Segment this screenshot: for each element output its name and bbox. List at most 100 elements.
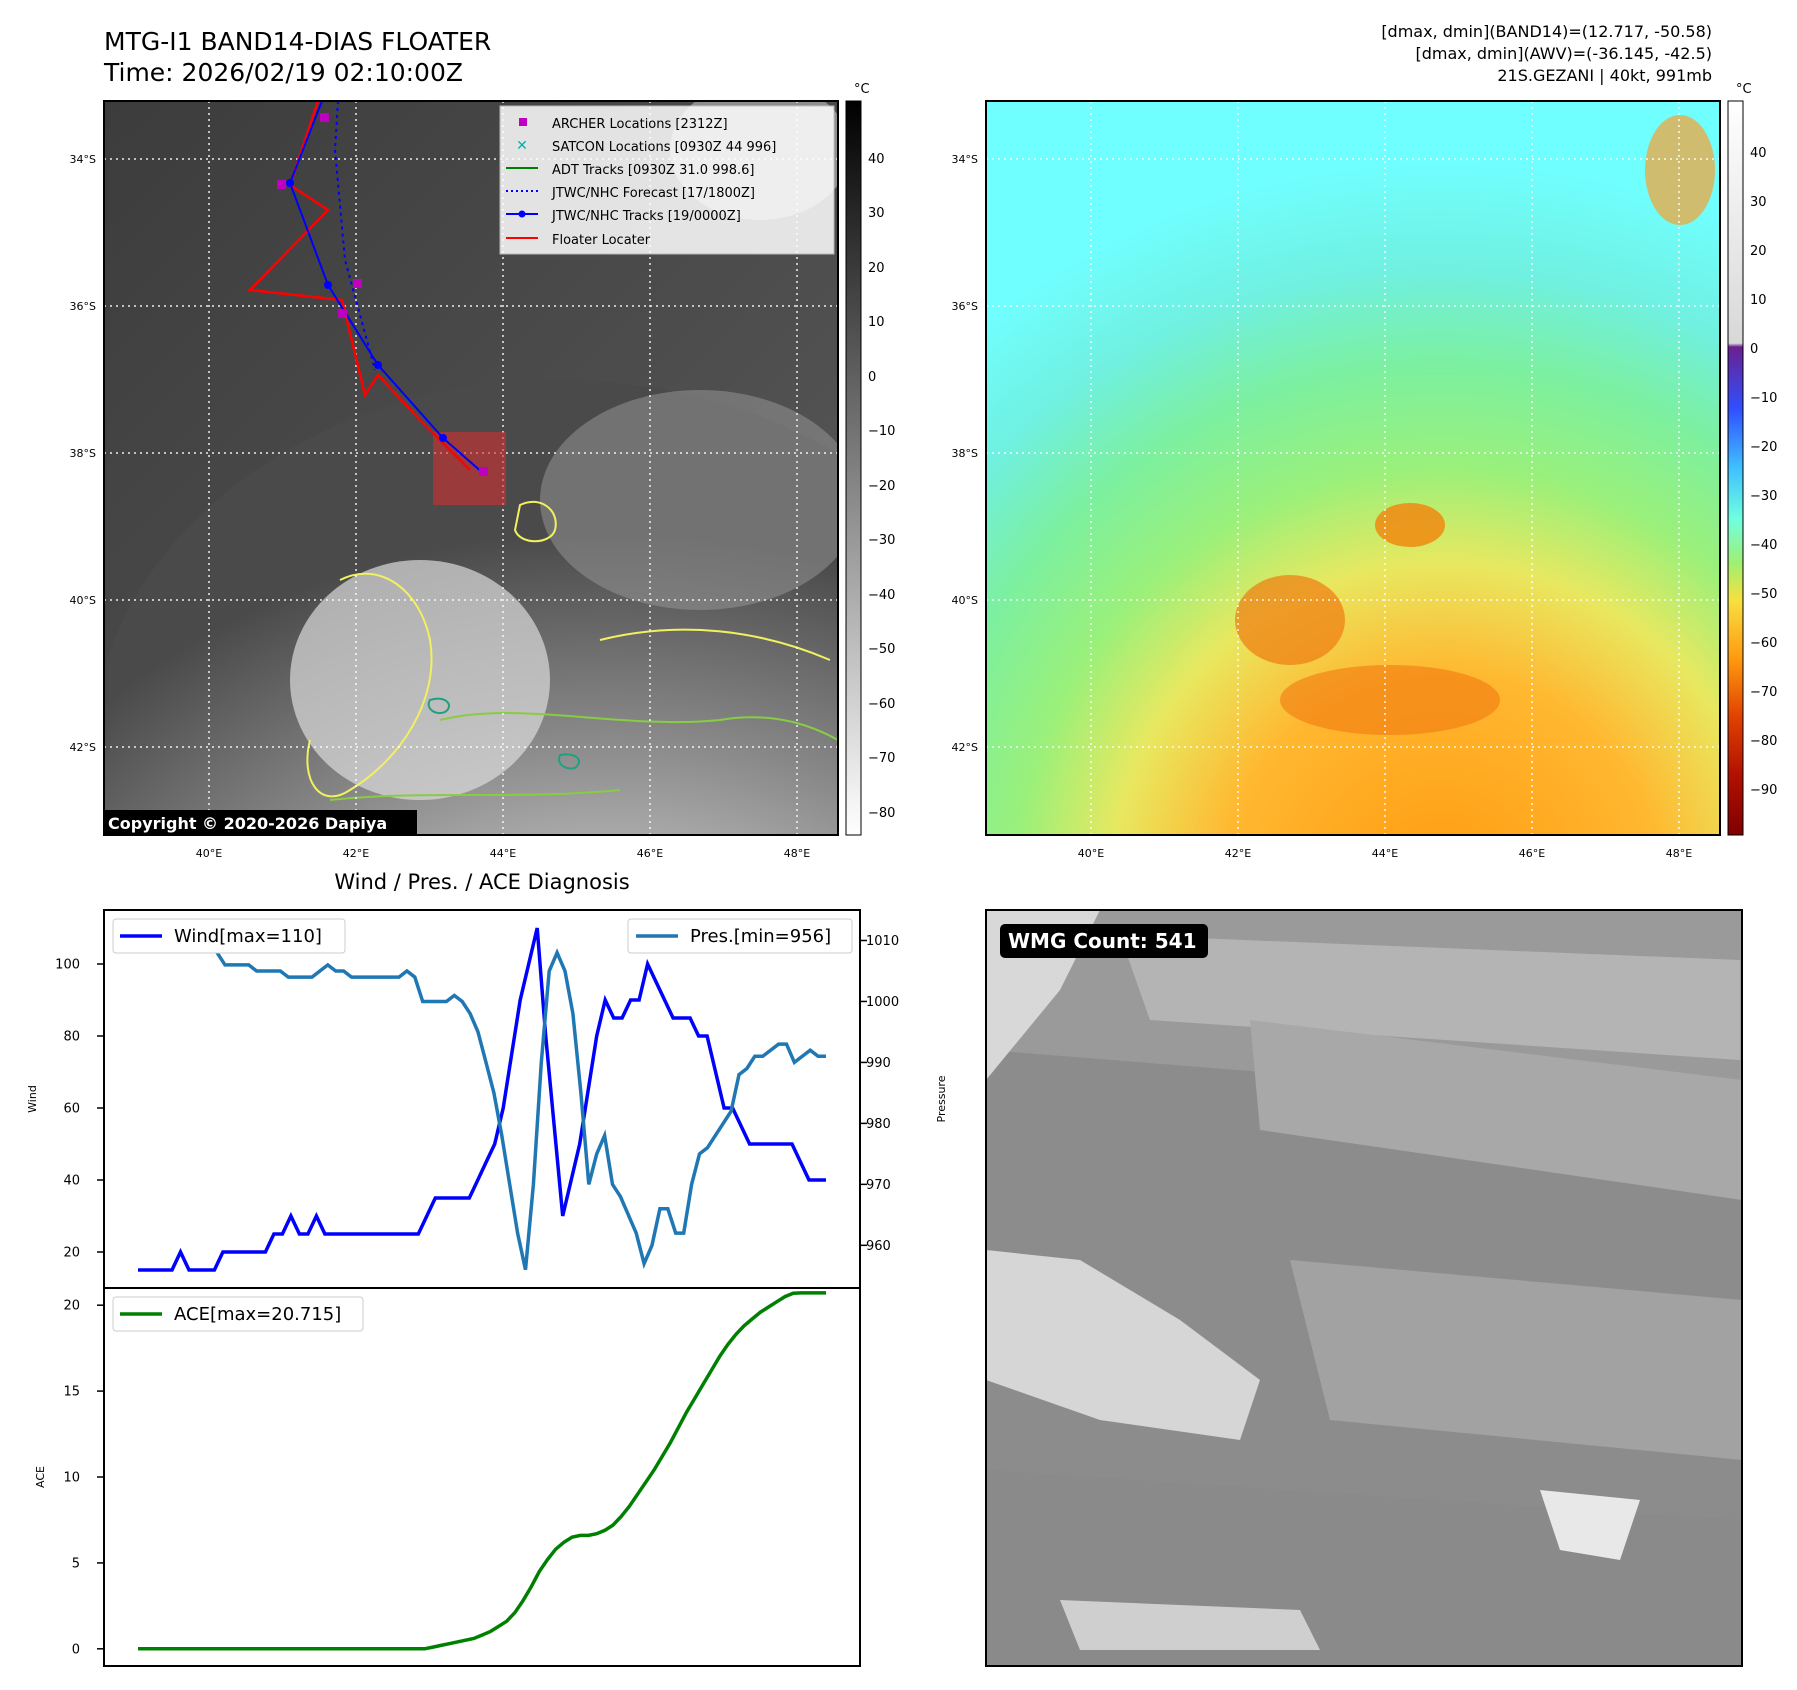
ir-panel: ✕ ARCHER Locations [2312Z] SATCON Locati… <box>70 82 896 860</box>
pres-legend: Pres.[min=956] <box>627 918 853 954</box>
legend-jtwc-tracks: JTWC/NHC Tracks [19/0000Z] <box>551 209 741 224</box>
wmg-count: WMG Count: 541 <box>1008 929 1197 953</box>
awv-lon-label: 44°E <box>1372 847 1398 860</box>
svg-text:−40: −40 <box>1750 538 1777 553</box>
wind-legend: Wind[max=110] <box>112 918 346 954</box>
svg-text:−50: −50 <box>1750 587 1777 602</box>
svg-text:−30: −30 <box>868 533 895 548</box>
ir-copyright: Copyright © 2020-2026 Dapiya <box>108 814 387 833</box>
ir-lon-label: 40°E <box>196 847 222 860</box>
wind-tick-label: 60 <box>63 1102 80 1117</box>
diagnosis-panel: Wind / Pres. / ACE Diagnosis Wind Pressu… <box>26 870 948 1667</box>
svg-text:20: 20 <box>868 261 885 276</box>
svg-text:40: 40 <box>868 152 885 167</box>
svg-text:10: 10 <box>868 315 885 330</box>
ir-lat-label: 36°S <box>70 300 96 313</box>
ir-lat-label: 38°S <box>70 447 96 460</box>
awv-lat-label: 36°S <box>952 300 978 313</box>
ace-series-line <box>138 1291 826 1651</box>
storm-info: 21S.GEZANI | 40kt, 991mb <box>1497 66 1712 85</box>
svg-text:ACE[max=20.715]: ACE[max=20.715] <box>174 1304 341 1325</box>
svg-text:−40: −40 <box>868 588 895 603</box>
ir-lon-label: 44°E <box>490 847 516 860</box>
svg-text:−60: −60 <box>1750 636 1777 651</box>
svg-text:−60: −60 <box>868 697 895 712</box>
ir-colorbar <box>845 100 862 836</box>
ir-legend: ✕ ARCHER Locations [2312Z] SATCON Locati… <box>499 105 835 255</box>
svg-text:0: 0 <box>868 370 876 385</box>
wind-ylabel: Wind <box>26 1085 39 1113</box>
svg-text:10: 10 <box>1750 293 1767 308</box>
ir-colorbar-unit: °C <box>854 82 870 97</box>
ace-ylabel: ACE <box>34 1466 47 1488</box>
svg-text:0: 0 <box>1750 342 1758 357</box>
floater-track <box>247 101 471 471</box>
ace-tick-label: 0 <box>72 1642 80 1657</box>
awv-colorbar-unit: °C <box>1736 82 1752 97</box>
ir-lon-label: 48°E <box>784 847 810 860</box>
wmg-panel: WMG Count: 541 <box>985 909 1743 1667</box>
svg-text:20: 20 <box>1750 244 1767 259</box>
pres-series-line <box>138 938 826 1271</box>
awv-lat-label: 42°S <box>952 741 978 754</box>
pres-tick-label: 1010 <box>866 934 899 949</box>
svg-text:30: 30 <box>868 206 885 221</box>
awv-lat-label: 34°S <box>952 153 978 166</box>
ace-tick-label: 5 <box>72 1556 80 1571</box>
svg-text:−10: −10 <box>1750 391 1777 406</box>
svg-text:−80: −80 <box>868 806 895 821</box>
svg-text:30: 30 <box>1750 195 1767 210</box>
legend-archer: ARCHER Locations [2312Z] <box>552 117 728 132</box>
pres-tick-label: 980 <box>866 1117 891 1132</box>
figure-title: MTG-I1 BAND14-DIAS FLOATER <box>104 27 492 56</box>
ir-lon-label: 46°E <box>637 847 663 860</box>
svg-text:✕: ✕ <box>516 138 528 154</box>
svg-text:Wind[max=110]: Wind[max=110] <box>174 926 322 947</box>
svg-text:Pres.[min=956]: Pres.[min=956] <box>690 926 831 947</box>
svg-text:−10: −10 <box>868 424 895 439</box>
ace-tick-label: 20 <box>63 1299 80 1314</box>
ace-tick-label: 10 <box>63 1471 80 1486</box>
ir-lon-label: 42°E <box>343 847 369 860</box>
wind-axes <box>103 909 861 1289</box>
wind-tick-label: 20 <box>63 1246 80 1261</box>
diagnosis-title: Wind / Pres. / ACE Diagnosis <box>334 870 629 894</box>
awv-lat-label: 38°S <box>952 447 978 460</box>
awv-lon-label: 46°E <box>1519 847 1545 860</box>
pres-tick-label: 960 <box>866 1239 891 1254</box>
wind-tick-label: 80 <box>63 1030 80 1045</box>
ace-axes <box>103 1287 861 1667</box>
wmg-badge <box>1000 924 1208 958</box>
figure-time: Time: 2026/02/19 02:10:00Z <box>104 58 463 87</box>
ir-lat-label: 34°S <box>70 153 96 166</box>
stats-awv: [dmax, dmin](AWV)=(-36.145, -42.5) <box>1415 44 1712 63</box>
legend-floater: Floater Locater <box>552 233 651 248</box>
svg-text:−50: −50 <box>868 642 895 657</box>
wind-tick-label: 40 <box>63 1174 80 1189</box>
pres-tick-label: 970 <box>866 1178 891 1193</box>
wind-tick-label: 100 <box>55 958 80 973</box>
ir-lat-label: 42°S <box>70 741 96 754</box>
svg-text:40: 40 <box>1750 146 1767 161</box>
awv-lon-label: 42°E <box>1225 847 1251 860</box>
ace-legend: ACE[max=20.715] <box>112 1296 364 1332</box>
svg-text:−70: −70 <box>868 751 895 766</box>
awv-lon-label: 40°E <box>1078 847 1104 860</box>
wind-series-line <box>138 927 826 1272</box>
pres-tick-label: 1000 <box>866 995 899 1010</box>
jtwc-track <box>288 101 485 475</box>
pres-ylabel: Pressure <box>935 1075 948 1122</box>
awv-panel: 34°S 36°S 38°S 40°S 42°S 40°E 42°E 44°E … <box>952 82 1778 860</box>
svg-text:−90: −90 <box>1750 783 1777 798</box>
ir-lat-label: 40°S <box>70 594 96 607</box>
svg-text:−30: −30 <box>1750 489 1777 504</box>
legend-adt: ADT Tracks [0930Z 31.0 998.6] <box>552 163 754 178</box>
stats-band14: [dmax, dmin](BAND14)=(12.717, -50.58) <box>1381 22 1712 41</box>
pres-tick-label: 990 <box>866 1056 891 1071</box>
svg-text:−20: −20 <box>1750 440 1777 455</box>
legend-satcon: SATCON Locations [0930Z 44 996] <box>552 140 776 155</box>
svg-text:−20: −20 <box>868 479 895 494</box>
svg-text:−80: −80 <box>1750 734 1777 749</box>
ace-tick-label: 15 <box>63 1385 80 1400</box>
